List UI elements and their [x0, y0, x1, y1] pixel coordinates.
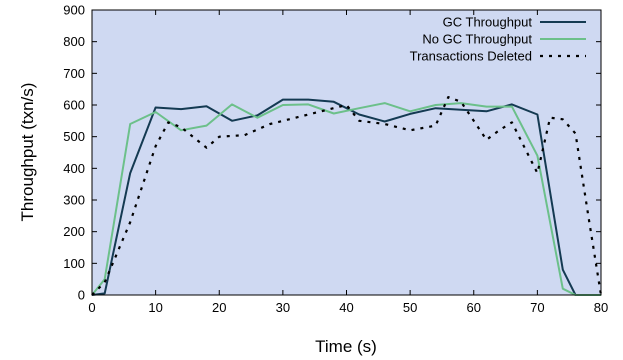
- y-tick-label: 800: [63, 34, 85, 49]
- series-line-1: [91, 102, 601, 296]
- series-line-0: [91, 98, 601, 296]
- y-tick-label: 500: [63, 129, 85, 144]
- legend-label-2: Transactions Deleted: [410, 49, 532, 64]
- x-tick-label: 0: [88, 300, 95, 315]
- x-tick-label: 50: [403, 300, 417, 315]
- y-tick-label: 900: [63, 3, 85, 18]
- x-tick-label: 80: [594, 300, 608, 315]
- x-tick-label: 20: [212, 300, 226, 315]
- x-tick-label: 10: [148, 300, 162, 315]
- x-axis-label: Time (s): [315, 337, 377, 356]
- legend: GC Throughput No GC Throughput Transaction…: [410, 15, 586, 64]
- series-layer: [91, 96, 603, 296]
- y-tick-label: 100: [63, 256, 85, 271]
- legend-label-0: GC Throughput: [443, 15, 533, 30]
- y-tick-label: 0: [78, 288, 85, 303]
- x-tick-label: 40: [339, 300, 353, 315]
- ticks-layer: 0 10 20 30 40 50 60 70 8001002003004005006007008…: [63, 3, 608, 316]
- y-tick-label: 200: [63, 224, 85, 239]
- y-tick-label: 300: [63, 193, 85, 208]
- y-axis-label: Throughput (txn/s): [18, 83, 37, 222]
- y-tick-label: 400: [63, 161, 85, 176]
- x-tick-label: 30: [276, 300, 290, 315]
- x-tick-label: 70: [530, 300, 544, 315]
- legend-label-1: No GC Throughput: [422, 32, 532, 47]
- y-tick-label: 600: [63, 98, 85, 113]
- x-tick-label: 60: [467, 300, 481, 315]
- plot-area-background: [92, 10, 601, 295]
- y-tick-label: 700: [63, 66, 85, 81]
